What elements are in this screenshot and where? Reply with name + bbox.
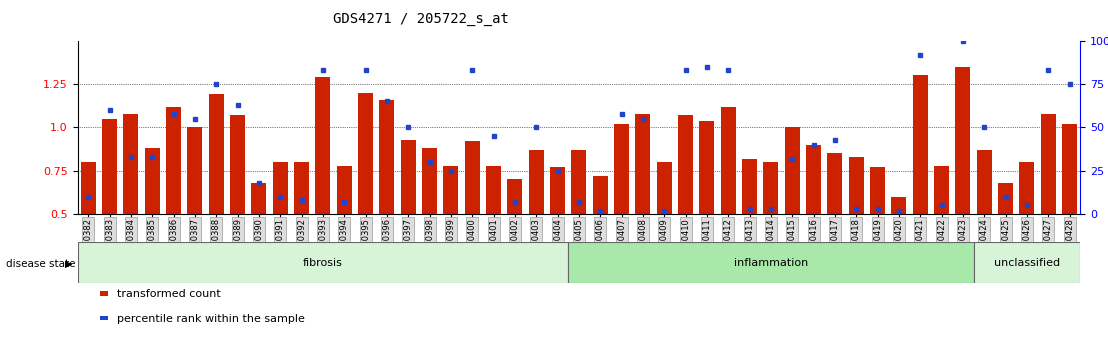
- Bar: [81, 162, 95, 214]
- Bar: [721, 107, 736, 214]
- Bar: [145, 148, 160, 214]
- Bar: [422, 148, 437, 214]
- Bar: [316, 77, 330, 214]
- Text: GDS4271 / 205722_s_at: GDS4271 / 205722_s_at: [334, 12, 509, 27]
- Bar: [507, 179, 522, 214]
- Text: percentile rank within the sample: percentile rank within the sample: [116, 314, 305, 324]
- Text: ▶: ▶: [64, 259, 72, 269]
- Text: inflammation: inflammation: [733, 258, 808, 268]
- Bar: [78, 242, 568, 283]
- Bar: [529, 150, 544, 214]
- Bar: [102, 119, 117, 214]
- Bar: [678, 115, 694, 214]
- Bar: [977, 150, 992, 214]
- Bar: [208, 95, 224, 214]
- Text: disease state: disease state: [6, 259, 75, 269]
- Bar: [551, 167, 565, 214]
- Bar: [486, 166, 501, 214]
- Bar: [464, 141, 480, 214]
- Bar: [187, 127, 203, 214]
- Bar: [379, 100, 394, 214]
- Bar: [294, 162, 309, 214]
- Bar: [699, 120, 715, 214]
- Bar: [934, 166, 950, 214]
- Bar: [1063, 124, 1077, 214]
- Bar: [252, 183, 266, 214]
- Bar: [974, 242, 1080, 283]
- Bar: [657, 162, 671, 214]
- Bar: [784, 127, 800, 214]
- Bar: [849, 157, 864, 214]
- Bar: [166, 107, 181, 214]
- Bar: [337, 166, 351, 214]
- Bar: [593, 176, 607, 214]
- Bar: [828, 154, 842, 214]
- Bar: [614, 124, 629, 214]
- Bar: [955, 67, 971, 214]
- Bar: [358, 93, 373, 214]
- Bar: [1040, 114, 1056, 214]
- Bar: [572, 150, 586, 214]
- Bar: [913, 75, 927, 214]
- Bar: [568, 242, 974, 283]
- Bar: [998, 183, 1013, 214]
- Bar: [230, 115, 245, 214]
- Bar: [892, 197, 906, 214]
- Bar: [636, 114, 650, 214]
- Text: fibrosis: fibrosis: [302, 258, 342, 268]
- Bar: [273, 162, 288, 214]
- Text: transformed count: transformed count: [116, 289, 220, 299]
- Text: unclassified: unclassified: [994, 258, 1060, 268]
- Bar: [123, 114, 138, 214]
- Bar: [401, 139, 416, 214]
- Bar: [870, 167, 885, 214]
- Bar: [742, 159, 757, 214]
- Bar: [443, 166, 459, 214]
- Bar: [1019, 162, 1035, 214]
- Bar: [807, 145, 821, 214]
- Bar: [763, 162, 779, 214]
